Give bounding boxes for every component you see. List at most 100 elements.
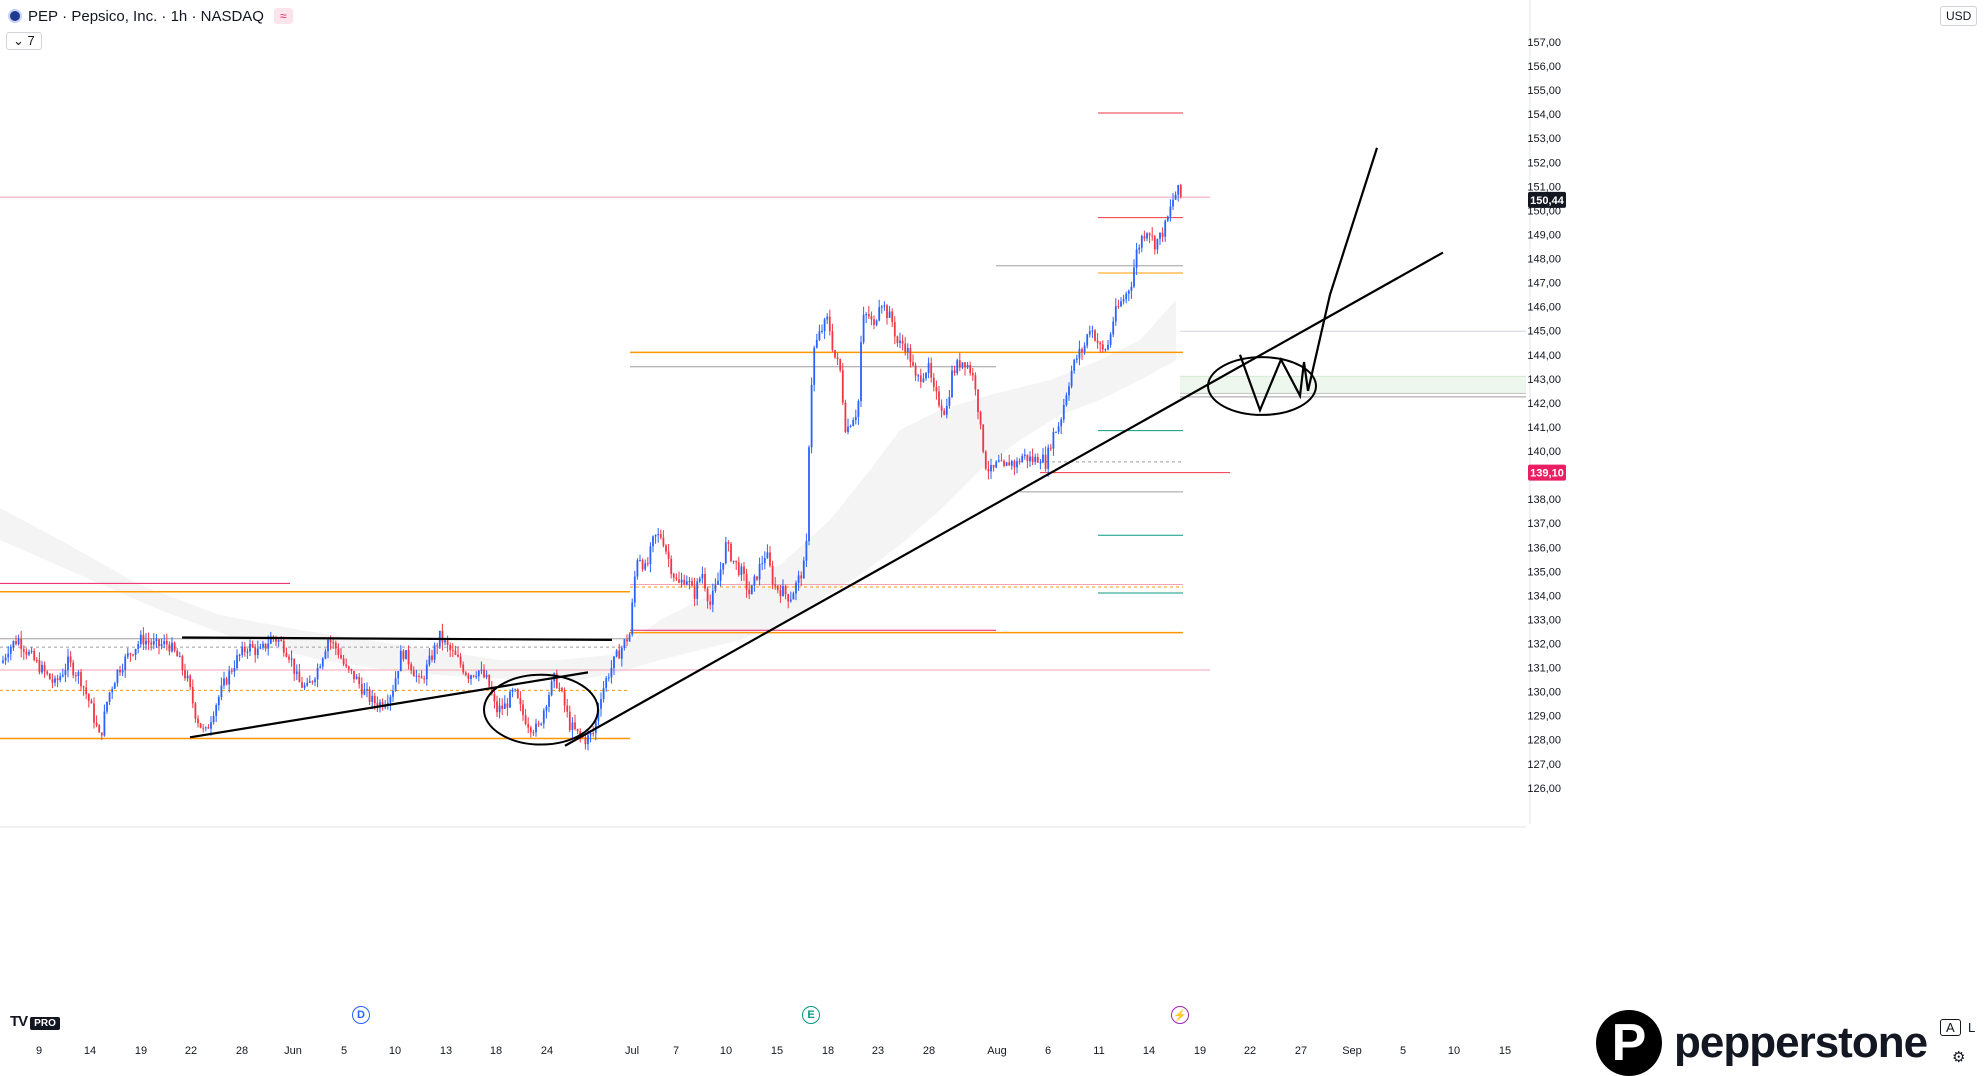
- event-marker-icon[interactable]: D: [352, 1006, 370, 1024]
- candle-body: [1169, 206, 1172, 217]
- candle-body: [870, 316, 873, 320]
- candle-body: [997, 460, 1000, 462]
- candle-body: [1133, 267, 1135, 287]
- candle-body: [901, 340, 904, 344]
- candle-body: [1008, 462, 1011, 466]
- candle-body: [1112, 321, 1115, 335]
- candle-body: [332, 642, 335, 644]
- price-tick-label: 137,00: [1527, 518, 1561, 530]
- candle-body: [584, 736, 587, 745]
- candle-body: [477, 670, 480, 677]
- time-tick-label: 18: [822, 1045, 834, 1057]
- candle-body: [685, 581, 688, 585]
- candle-body: [238, 654, 241, 656]
- candle-body: [787, 594, 790, 602]
- candle-body: [441, 630, 444, 643]
- candle-body: [301, 682, 303, 688]
- time-tick-label: Jun: [284, 1045, 302, 1057]
- indicators-toggle[interactable]: ⌄ 7: [6, 32, 42, 50]
- settings-gear-icon[interactable]: ⚙: [1952, 1049, 1966, 1066]
- pepperstone-logo: P pepperstone: [1596, 1010, 1928, 1076]
- candle-body: [680, 579, 683, 583]
- currency-selector[interactable]: USD: [1940, 6, 1978, 26]
- event-marker-icon[interactable]: ⚡: [1171, 1006, 1189, 1024]
- candle-body: [698, 578, 701, 582]
- candle-body: [433, 645, 436, 660]
- candle-body: [948, 397, 951, 406]
- candle-body: [883, 305, 886, 307]
- candle-body: [425, 664, 428, 680]
- candle-body: [1138, 247, 1141, 250]
- auto-scale-button[interactable]: A: [1940, 1019, 1961, 1036]
- indicator-count: 7: [27, 33, 35, 48]
- candle-body: [550, 681, 553, 696]
- candle-body: [233, 668, 236, 672]
- candle-body: [678, 579, 680, 583]
- candle-body: [103, 711, 106, 736]
- candle-body: [992, 465, 995, 468]
- candle-body: [355, 676, 358, 680]
- candle-body: [488, 674, 491, 687]
- candle-body: [587, 735, 589, 745]
- candle-body: [826, 316, 829, 320]
- price-tick-label: 131,00: [1527, 663, 1561, 675]
- candle-body: [256, 648, 259, 655]
- candle-body: [38, 660, 41, 673]
- candle-body: [293, 658, 296, 674]
- time-tick-label: 18: [490, 1045, 502, 1057]
- candle-body: [615, 650, 618, 657]
- price-tick-label: 149,00: [1527, 229, 1561, 241]
- candle-body: [64, 670, 67, 675]
- candle-body: [397, 671, 400, 679]
- candle-body: [285, 652, 288, 657]
- price-tick-label: 147,00: [1527, 278, 1561, 290]
- candle-body: [592, 733, 595, 735]
- candle-body: [1148, 233, 1151, 236]
- candle-body: [594, 720, 597, 734]
- event-marker-icon[interactable]: E: [802, 1006, 820, 1024]
- time-tick-label: 22: [1244, 1045, 1256, 1057]
- candle-body: [61, 674, 64, 677]
- candle-body: [745, 573, 748, 590]
- candle-body: [298, 671, 301, 683]
- candle-body: [758, 563, 761, 580]
- candle-body: [649, 546, 652, 565]
- candle-body: [228, 670, 231, 685]
- candle-body: [1109, 334, 1112, 345]
- candle-body: [896, 336, 899, 343]
- log-scale-button[interactable]: L: [1968, 1020, 1976, 1035]
- candle-body: [771, 565, 774, 585]
- tradingview-logo: TV PRO: [10, 1013, 60, 1030]
- candle-body: [251, 643, 254, 648]
- candle-body: [1107, 344, 1109, 350]
- candle-body: [212, 715, 215, 723]
- candle-body: [1044, 454, 1047, 469]
- candle-body: [880, 306, 883, 308]
- candle-body: [327, 639, 329, 652]
- candle-body: [969, 365, 972, 374]
- candle-body: [108, 692, 111, 702]
- candle-body: [600, 699, 602, 709]
- market-status-icon[interactable]: ≈: [273, 8, 293, 24]
- candle-body: [69, 656, 72, 663]
- candle-body: [1086, 334, 1089, 346]
- time-tick-label: 23: [872, 1045, 884, 1057]
- candle-body: [545, 706, 548, 711]
- candle-body: [1000, 460, 1003, 462]
- candle-body: [171, 642, 173, 652]
- candle-body: [1021, 456, 1024, 463]
- price-tick-label: 142,00: [1527, 398, 1561, 410]
- candle-body: [665, 545, 667, 552]
- candle-body: [964, 362, 966, 368]
- symbol-header[interactable]: PEP · Pepsico, Inc. · 1h · NASDAQ ≈: [8, 5, 293, 27]
- candle-body: [836, 357, 839, 360]
- candle-body: [197, 718, 199, 724]
- candle-body: [857, 401, 860, 417]
- candle-body: [428, 655, 431, 665]
- candle-body: [919, 375, 922, 382]
- price-tick-label: 144,00: [1527, 350, 1561, 362]
- candle-body: [566, 705, 569, 712]
- candle-body: [160, 644, 163, 647]
- candle-body: [9, 646, 12, 654]
